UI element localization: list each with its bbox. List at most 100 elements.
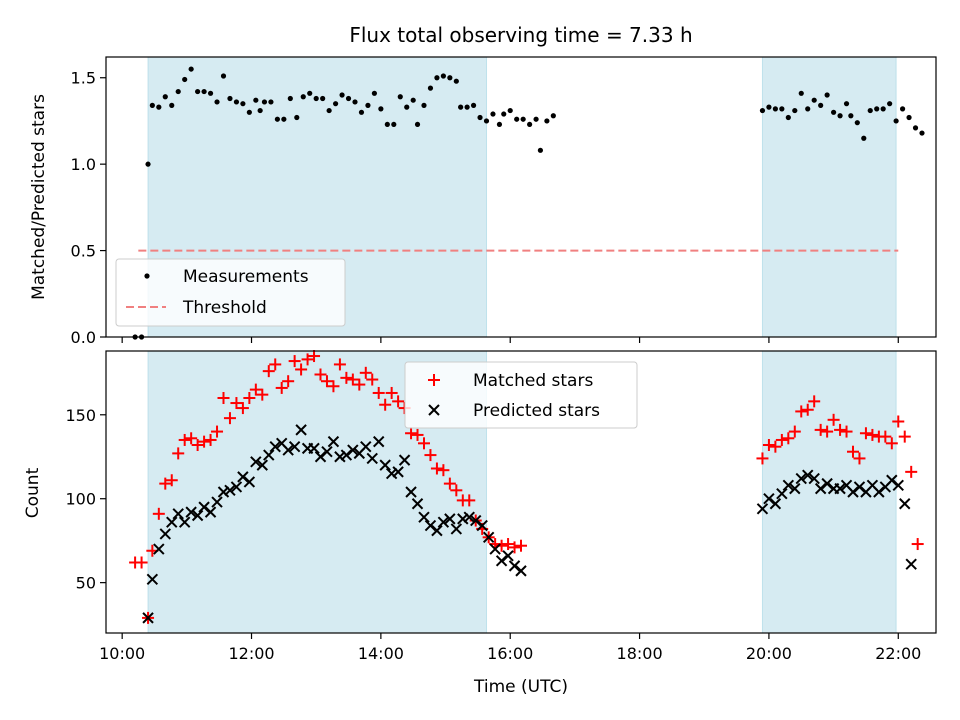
predicted-star-point bbox=[502, 550, 514, 562]
matched-star-point bbox=[847, 445, 859, 458]
predicted-star-point bbox=[334, 451, 346, 463]
measurement-point bbox=[391, 121, 397, 128]
matched-star-point bbox=[762, 439, 775, 451]
x-tick-label: 22:00 bbox=[875, 644, 921, 663]
predicted-star-point bbox=[366, 452, 378, 465]
matched-star-point bbox=[437, 464, 450, 477]
measurement-point bbox=[805, 106, 811, 112]
predicted-star-point bbox=[450, 523, 463, 535]
predicted-star-point bbox=[314, 451, 327, 463]
measurement-point bbox=[507, 107, 513, 114]
matched-star-point bbox=[840, 425, 853, 438]
measurement-point bbox=[899, 106, 906, 112]
y-tick-label: 0.0 bbox=[71, 328, 96, 347]
x-tick-label: 16:00 bbox=[487, 644, 533, 663]
top-axes-frame bbox=[105, 56, 937, 338]
measurement-point bbox=[421, 102, 427, 108]
matched-star-point bbox=[314, 368, 327, 381]
predicted-star-point bbox=[178, 516, 191, 528]
top-y-ticks: 0.0 0.5 1.0 1.5 bbox=[71, 69, 106, 347]
legend-marker-predicted bbox=[428, 404, 440, 416]
matched-star-point bbox=[911, 538, 924, 551]
measurement-point bbox=[207, 90, 214, 96]
matched-star-point bbox=[424, 449, 437, 462]
predicted-star-point bbox=[424, 519, 437, 532]
matched-star-point bbox=[443, 477, 456, 490]
predicted-star-point bbox=[457, 513, 469, 525]
predicted-star-point bbox=[172, 508, 184, 520]
measurement-point bbox=[848, 113, 854, 119]
bottom-legend: Matched stars Predicted stars bbox=[404, 361, 638, 429]
predicted-star-point bbox=[217, 486, 230, 498]
measurement-point bbox=[261, 99, 268, 105]
legend-label-threshold: Threshold bbox=[182, 298, 267, 318]
measurement-point bbox=[759, 107, 766, 114]
predicted-star-point bbox=[295, 424, 307, 436]
measurement-point bbox=[818, 102, 824, 108]
matched-star-point bbox=[256, 388, 269, 401]
predicted-star-point bbox=[230, 481, 243, 493]
predicted-star-point bbox=[892, 479, 904, 491]
measurement-point bbox=[246, 109, 252, 115]
measurement-point bbox=[352, 99, 358, 105]
matched-star-point bbox=[320, 375, 333, 388]
measurement-point bbox=[427, 85, 434, 91]
measurement-point bbox=[496, 121, 503, 128]
measurement-point bbox=[149, 102, 155, 108]
y-tick-label: 1.5 bbox=[71, 69, 96, 88]
predicted-star-point bbox=[789, 482, 801, 495]
y-tick-label: 0.5 bbox=[71, 242, 96, 261]
matched-star-point bbox=[159, 477, 172, 490]
x-tick-label: 18:00 bbox=[617, 644, 663, 663]
measurement-point bbox=[182, 76, 188, 83]
measurement-point bbox=[326, 107, 332, 114]
measurement-points bbox=[132, 66, 925, 340]
matched-star-point bbox=[756, 452, 769, 465]
measurement-point bbox=[195, 88, 201, 95]
matched-star-point bbox=[827, 413, 840, 426]
measurement-point bbox=[779, 106, 785, 112]
predicted-star-point bbox=[482, 531, 495, 544]
measurement-point bbox=[533, 116, 539, 122]
measurement-point bbox=[345, 95, 352, 102]
measurement-point bbox=[514, 116, 520, 122]
x-tick-label: 10:00 bbox=[99, 644, 145, 663]
matched-star-point bbox=[405, 427, 418, 440]
chart-title: Flux total observing time = 7.33 h bbox=[349, 23, 692, 47]
matched-star-point bbox=[392, 395, 405, 408]
predicted-star-point bbox=[282, 444, 294, 456]
predicted-star-point bbox=[495, 555, 508, 567]
matched-star-point bbox=[515, 539, 527, 552]
top-panel: 0.0 0.5 1.0 1.5 Matched/Predicted stars Mea… bbox=[29, 56, 937, 347]
shaded-interval-2 bbox=[761, 56, 897, 338]
measurement-point bbox=[414, 121, 421, 128]
measurement-point bbox=[384, 121, 390, 128]
bottom-axes-frame bbox=[105, 350, 937, 634]
measurement-point bbox=[175, 88, 181, 95]
matched-star-point bbox=[340, 371, 353, 384]
matched-star-point bbox=[905, 465, 918, 478]
measurement-point bbox=[307, 90, 313, 96]
matched-star-point bbox=[275, 381, 288, 394]
predicted-star-point bbox=[237, 471, 249, 483]
matched-star-point bbox=[859, 427, 872, 440]
predicted-star-point bbox=[159, 528, 171, 540]
matched-star-point bbox=[801, 403, 814, 416]
legend-label-predicted: Predicted stars bbox=[473, 401, 600, 421]
measurement-point bbox=[287, 95, 293, 102]
bottom-panel: 50 100 150 10:00 12:00 14:00 16:00 18:00 20:00 2… bbox=[23, 350, 937, 697]
measurement-point bbox=[919, 130, 925, 136]
matched-star-point bbox=[463, 494, 476, 507]
matched-star-point bbox=[814, 423, 827, 436]
predicted-star-point bbox=[405, 486, 417, 498]
predicted-star-point bbox=[899, 498, 911, 510]
y-tick-label: 50 bbox=[76, 574, 96, 593]
matched-star-point bbox=[223, 412, 236, 425]
measurement-point bbox=[501, 111, 507, 117]
predicted-star-point bbox=[463, 511, 475, 523]
matched-star-point bbox=[308, 350, 321, 363]
predicted-star-point bbox=[489, 543, 501, 555]
matched-star-point bbox=[788, 425, 801, 438]
predicted-star-point bbox=[847, 486, 859, 498]
predicted-star-point bbox=[886, 474, 898, 486]
